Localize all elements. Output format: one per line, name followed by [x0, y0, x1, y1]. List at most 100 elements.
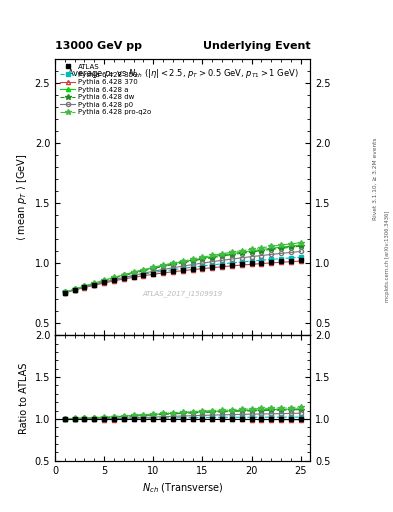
Pythia 6.428 a [72, 286, 77, 292]
Pythia 6.428 dw [298, 243, 303, 249]
Pythia 6.428 p0 [171, 265, 175, 271]
Pythia 6.428 359 [82, 284, 87, 290]
Pythia 6.428 p0 [230, 256, 234, 262]
Pythia 6.428 359 [239, 259, 244, 265]
Pythia 6.428 dw [171, 262, 175, 268]
Pythia 6.428 370 [298, 258, 303, 264]
Text: mcplots.cern.ch [arXiv:1306.3436]: mcplots.cern.ch [arXiv:1306.3436] [385, 210, 389, 302]
Pythia 6.428 pro-q2o [131, 269, 136, 275]
Pythia 6.428 a [92, 280, 97, 286]
Pythia 6.428 359 [269, 257, 274, 263]
Pythia 6.428 pro-q2o [239, 247, 244, 253]
Pythia 6.428 pro-q2o [269, 243, 274, 249]
Pythia 6.428 370 [269, 260, 274, 266]
Line: Pythia 6.428 a: Pythia 6.428 a [63, 243, 303, 294]
Pythia 6.428 a [171, 261, 175, 267]
Pythia 6.428 359 [171, 267, 175, 273]
Pythia 6.428 pro-q2o [62, 289, 67, 295]
ATLAS [151, 271, 156, 277]
Pythia 6.428 p0 [151, 268, 156, 274]
Text: ATLAS_2017_I1509919: ATLAS_2017_I1509919 [143, 290, 223, 297]
ATLAS [92, 282, 97, 288]
Line: Pythia 6.428 p0: Pythia 6.428 p0 [63, 249, 303, 294]
Pythia 6.428 p0 [121, 274, 126, 281]
ATLAS [190, 266, 195, 272]
Pythia 6.428 pro-q2o [121, 271, 126, 278]
Line: Pythia 6.428 pro-q2o: Pythia 6.428 pro-q2o [62, 240, 303, 295]
ATLAS [200, 265, 205, 271]
Pythia 6.428 dw [161, 263, 165, 269]
Pythia 6.428 359 [121, 275, 126, 281]
Pythia 6.428 a [112, 274, 116, 281]
Pythia 6.428 dw [220, 253, 224, 259]
ATLAS [239, 261, 244, 267]
Pythia 6.428 370 [161, 270, 165, 276]
ATLAS [102, 279, 107, 285]
Text: Underlying Event: Underlying Event [203, 41, 310, 51]
ATLAS [249, 261, 254, 267]
Pythia 6.428 a [62, 289, 67, 295]
Pythia 6.428 370 [259, 261, 264, 267]
Pythia 6.428 359 [220, 261, 224, 267]
Pythia 6.428 p0 [200, 260, 205, 266]
Pythia 6.428 pro-q2o [180, 258, 185, 264]
Pythia 6.428 370 [230, 263, 234, 269]
Pythia 6.428 370 [220, 264, 224, 270]
ATLAS [72, 287, 77, 293]
Pythia 6.428 dw [92, 281, 97, 287]
Pythia 6.428 pro-q2o [200, 254, 205, 260]
Pythia 6.428 p0 [259, 252, 264, 259]
Pythia 6.428 370 [249, 261, 254, 267]
Text: Rivet 3.1.10, ≥ 3.2M events: Rivet 3.1.10, ≥ 3.2M events [373, 138, 378, 221]
Pythia 6.428 370 [141, 273, 146, 279]
ATLAS [259, 260, 264, 266]
Pythia 6.428 p0 [288, 249, 293, 255]
Pythia 6.428 a [288, 243, 293, 249]
Pythia 6.428 p0 [161, 266, 165, 272]
X-axis label: $N_{ch}$ (Transverse): $N_{ch}$ (Transverse) [142, 481, 224, 495]
Pythia 6.428 pro-q2o [288, 241, 293, 247]
Pythia 6.428 dw [259, 247, 264, 253]
Pythia 6.428 370 [62, 290, 67, 296]
ATLAS [230, 262, 234, 268]
ATLAS [220, 263, 224, 269]
Pythia 6.428 a [220, 252, 224, 258]
Pythia 6.428 dw [121, 272, 126, 279]
Pythia 6.428 pro-q2o [72, 286, 77, 292]
Pythia 6.428 dw [269, 246, 274, 252]
Pythia 6.428 dw [82, 283, 87, 289]
Pythia 6.428 dw [249, 249, 254, 255]
Line: Pythia 6.428 370: Pythia 6.428 370 [63, 259, 303, 295]
Pythia 6.428 pro-q2o [141, 267, 146, 273]
Pythia 6.428 p0 [92, 282, 97, 288]
ATLAS [298, 257, 303, 263]
ATLAS [112, 277, 116, 283]
ATLAS [279, 258, 283, 264]
Pythia 6.428 a [259, 246, 264, 252]
Pythia 6.428 dw [180, 260, 185, 266]
Pythia 6.428 dw [112, 275, 116, 281]
Pythia 6.428 370 [190, 267, 195, 273]
ATLAS [121, 275, 126, 282]
Pythia 6.428 p0 [180, 263, 185, 269]
Pythia 6.428 a [230, 250, 234, 257]
Pythia 6.428 359 [249, 258, 254, 264]
Pythia 6.428 359 [288, 255, 293, 261]
ATLAS [171, 268, 175, 274]
Pythia 6.428 370 [210, 265, 215, 271]
Pythia 6.428 a [180, 259, 185, 265]
Pythia 6.428 dw [131, 270, 136, 276]
Pythia 6.428 359 [279, 255, 283, 262]
Pythia 6.428 a [82, 283, 87, 289]
Pythia 6.428 pro-q2o [82, 283, 87, 289]
Pythia 6.428 370 [92, 282, 97, 288]
Pythia 6.428 a [190, 257, 195, 263]
Pythia 6.428 359 [230, 260, 234, 266]
Pythia 6.428 a [161, 263, 165, 269]
Pythia 6.428 370 [82, 285, 87, 291]
Pythia 6.428 359 [180, 265, 185, 271]
Pythia 6.428 a [200, 255, 205, 262]
Pythia 6.428 370 [180, 268, 185, 274]
Pythia 6.428 359 [102, 279, 107, 285]
Pythia 6.428 dw [239, 250, 244, 257]
